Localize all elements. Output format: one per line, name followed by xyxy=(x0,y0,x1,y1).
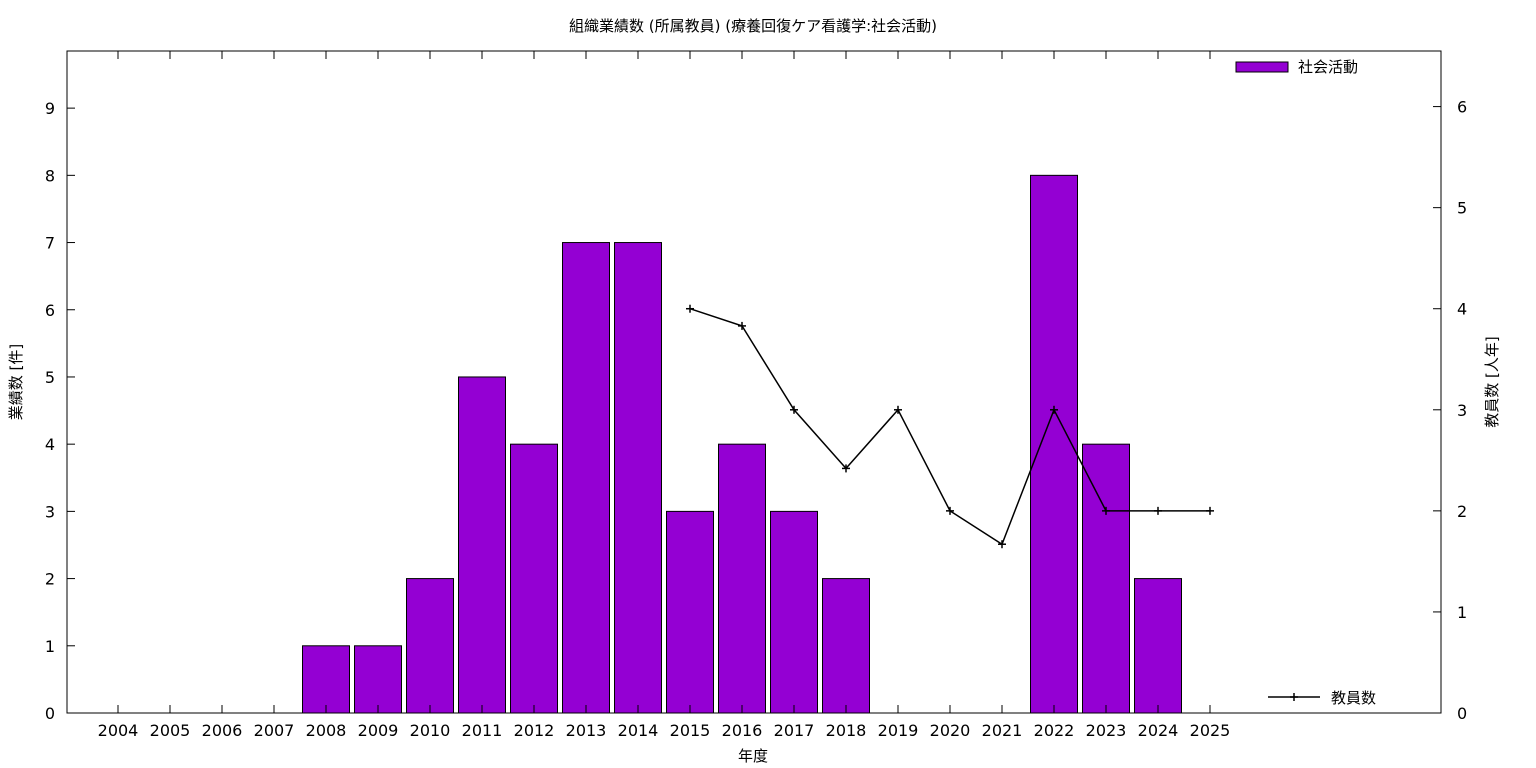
y-tick-label: 6 xyxy=(45,301,55,320)
y-tick-label: 8 xyxy=(45,166,55,185)
x-tick-label: 2012 xyxy=(514,721,555,740)
y-axis-label: 業績数 [件] xyxy=(7,344,25,420)
x-tick-label: 2005 xyxy=(150,721,191,740)
legend-bar-swatch xyxy=(1235,61,1289,73)
y-tick-label: 4 xyxy=(45,435,55,454)
x-tick-label: 2011 xyxy=(462,721,503,740)
x-tick-label: 2006 xyxy=(202,721,243,740)
y2-tick-label: 5 xyxy=(1457,199,1467,218)
bar-2017 xyxy=(770,510,818,714)
y-tick-label: 3 xyxy=(45,502,55,521)
legend-bar-label: 社会活動 xyxy=(1298,58,1358,76)
faculty-point-2025 xyxy=(1206,506,1214,515)
faculty-point-2024 xyxy=(1154,506,1162,515)
x-tick-label: 2023 xyxy=(1086,721,1127,740)
bar-2011 xyxy=(458,376,506,714)
faculty-point-2021 xyxy=(998,540,1006,549)
faculty-point-2022 xyxy=(1050,405,1058,414)
faculty-point-2017 xyxy=(790,405,798,414)
line-series xyxy=(686,304,1214,549)
bar-2012 xyxy=(510,443,558,714)
x-tick-label: 2024 xyxy=(1138,721,1179,740)
y-tick-label: 0 xyxy=(45,704,55,723)
bar-2023 xyxy=(1082,443,1130,714)
x-tick-label: 2020 xyxy=(930,721,971,740)
right-axis-ticks: 0 1 2 3 4 5 6 xyxy=(1433,98,1467,723)
y2-tick-label: 2 xyxy=(1457,502,1467,521)
bar-2009 xyxy=(354,645,402,714)
x-tick-label: 2025 xyxy=(1190,721,1231,740)
x-tick-label: 2013 xyxy=(566,721,607,740)
x-tick-label: 2009 xyxy=(358,721,399,740)
bar-2010 xyxy=(406,578,454,714)
y-tick-label: 7 xyxy=(45,234,55,253)
y2-axis-label: 教員数 [人年] xyxy=(1483,336,1501,427)
x-tick-label: 2015 xyxy=(670,721,711,740)
faculty-point-2020 xyxy=(946,506,954,515)
x-tick-label: 2021 xyxy=(982,721,1023,740)
y2-tick-label: 0 xyxy=(1457,704,1467,723)
bar-2024 xyxy=(1134,578,1182,714)
faculty-point-2015 xyxy=(686,304,694,313)
bar-2016 xyxy=(718,443,766,714)
x-tick-label: 2008 xyxy=(306,721,347,740)
x-tick-label: 2016 xyxy=(722,721,763,740)
y2-tick-label: 6 xyxy=(1457,98,1467,117)
y-tick-label: 9 xyxy=(45,99,55,118)
x-axis-label: 年度 xyxy=(738,747,768,765)
x-tick-label: 2022 xyxy=(1034,721,1075,740)
bar-2018 xyxy=(822,578,870,714)
bar-2022 xyxy=(1030,174,1078,714)
x-tick-label: 2018 xyxy=(826,721,867,740)
legend-line-label: 教員数 xyxy=(1331,689,1376,707)
faculty-point-2018 xyxy=(842,464,850,473)
legend-line: 教員数 xyxy=(1268,689,1376,707)
y2-tick-label: 4 xyxy=(1457,300,1467,319)
chart-title: 組織業績数 (所属教員) (療養回復ケア看護学:社会活動) xyxy=(569,17,937,35)
y2-tick-label: 1 xyxy=(1457,603,1467,622)
x-tick-label: 2019 xyxy=(878,721,919,740)
y-tick-label: 5 xyxy=(45,368,55,387)
y2-tick-label: 3 xyxy=(1457,401,1467,420)
x-tick-label: 2017 xyxy=(774,721,815,740)
bar-series xyxy=(302,174,1182,714)
y-tick-label: 1 xyxy=(45,637,55,656)
y-tick-label: 2 xyxy=(45,570,55,589)
faculty-point-2016 xyxy=(738,321,746,330)
bar-2014 xyxy=(614,242,662,714)
left-axis-ticks: 0 1 2 3 4 5 6 7 8 9 xyxy=(45,99,75,723)
x-tick-label: 2007 xyxy=(254,721,295,740)
x-axis-ticks: 2004 2005 2006 2007 2008 2009 2010 2011 2012 2013… xyxy=(98,51,1231,740)
bar-2008 xyxy=(302,645,350,714)
x-tick-label: 2010 xyxy=(410,721,451,740)
x-tick-label: 2004 xyxy=(98,721,139,740)
faculty-point-2019 xyxy=(894,405,902,414)
faculty-point-2023 xyxy=(1102,506,1110,515)
x-tick-label: 2014 xyxy=(618,721,659,740)
bar-2015 xyxy=(666,510,714,714)
legend-bar: 社会活動 xyxy=(1235,58,1358,76)
bar-2013 xyxy=(562,242,610,714)
